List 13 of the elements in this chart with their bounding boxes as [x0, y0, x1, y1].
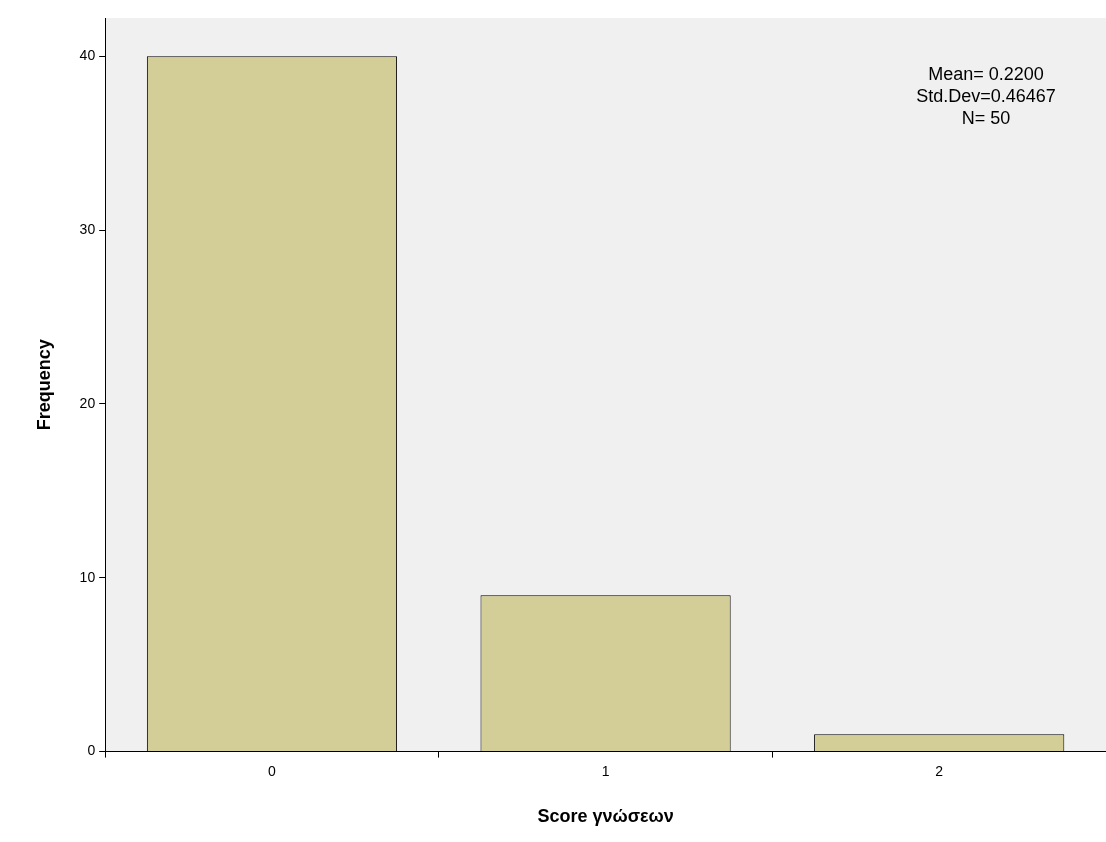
- y-tick-label: 0: [87, 742, 96, 759]
- y-tick-label: 10: [79, 568, 96, 585]
- x-tick-label: 1: [601, 762, 610, 779]
- x-tick-label: 0: [268, 762, 277, 779]
- y-tick-label: 40: [79, 47, 96, 64]
- y-tick-label: 30: [79, 220, 96, 237]
- y-axis-title: Frequency: [33, 339, 54, 431]
- annotation: Mean= 0.2200: [928, 63, 1044, 84]
- x-axis-title: Score γνώσεων: [537, 806, 674, 827]
- annotation: Std.Dev=0.46467: [916, 85, 1056, 106]
- x-tick-label: 2: [935, 762, 944, 779]
- y-tick-label: 20: [79, 394, 96, 411]
- annotation: N= 50: [961, 107, 1011, 128]
